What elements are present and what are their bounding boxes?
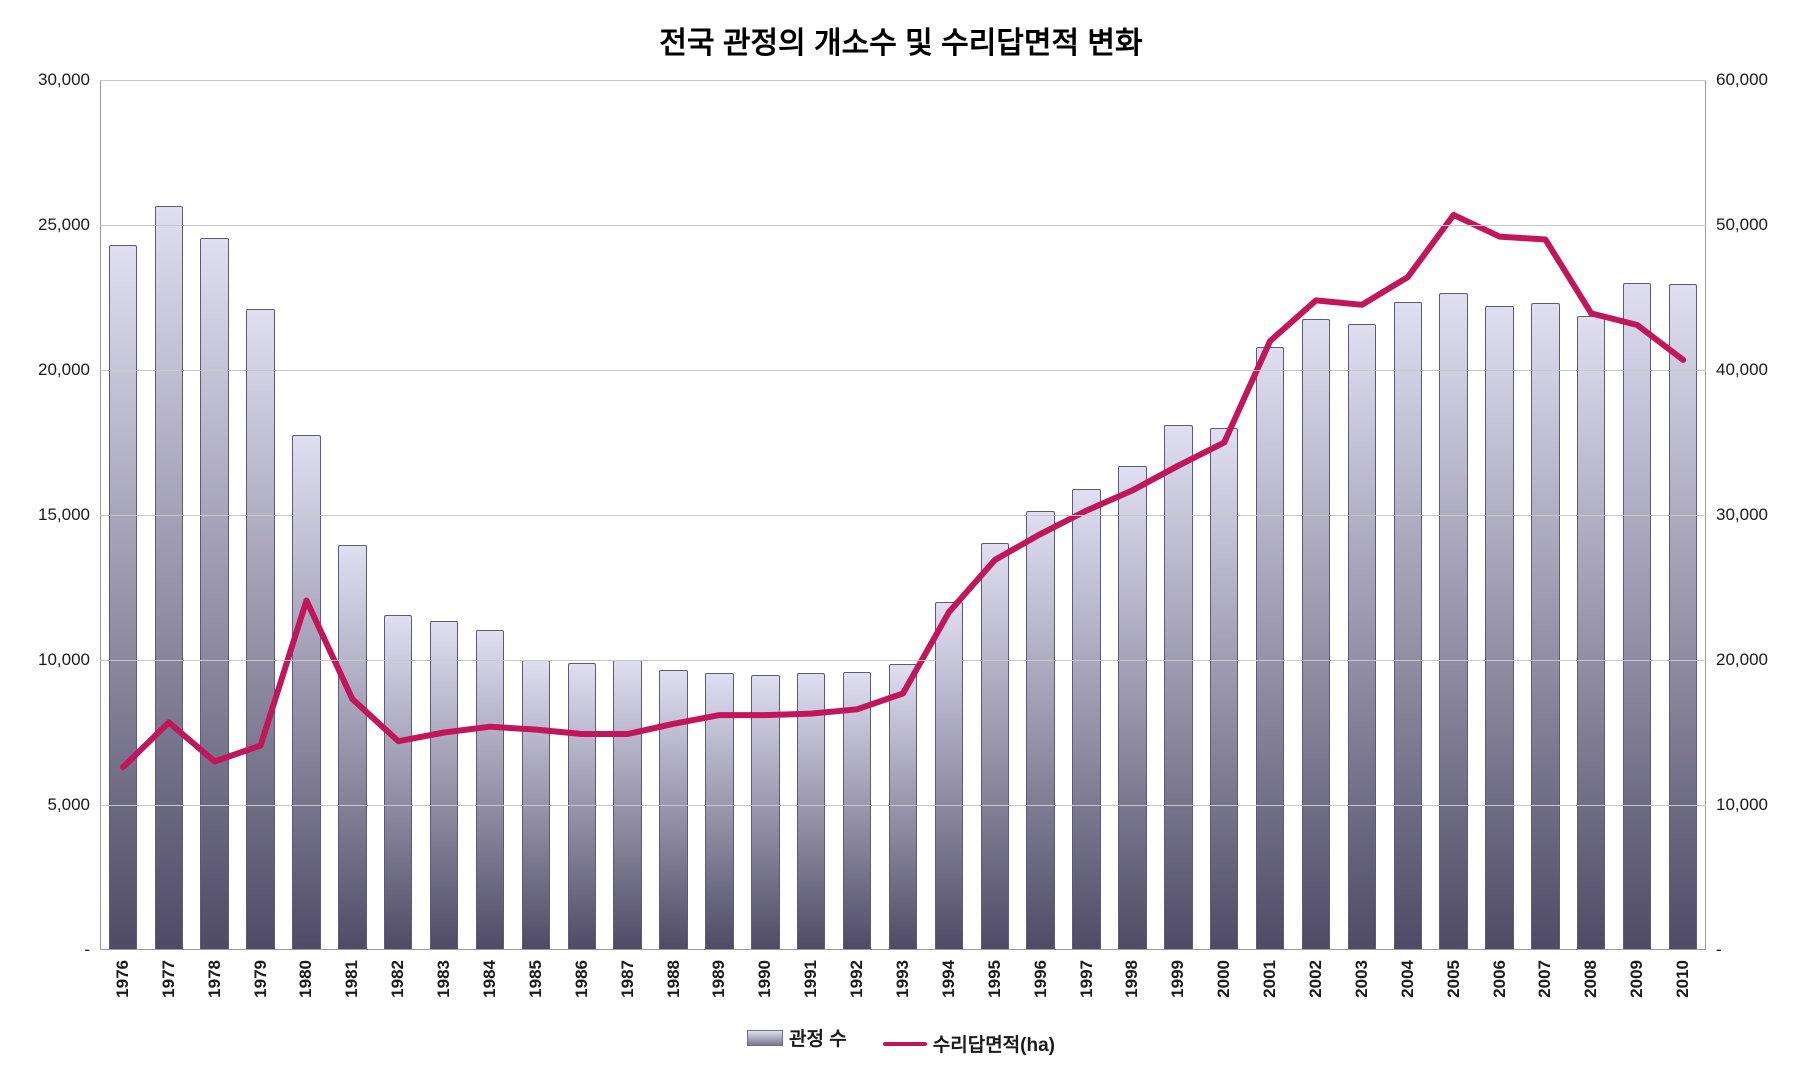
y-right-tick: 60,000 — [1706, 70, 1768, 90]
x-tick-label: 1979 — [251, 960, 271, 998]
x-tick-label: 1999 — [1168, 960, 1188, 998]
x-tick-label: 2007 — [1535, 960, 1555, 998]
x-tick-label: 1983 — [434, 960, 454, 998]
y-left-tick: 15,000 — [38, 505, 100, 525]
x-tick-label: 1998 — [1122, 960, 1142, 998]
gridline — [100, 80, 1706, 81]
x-tick-label: 1982 — [388, 960, 408, 998]
x-tick-label: 1993 — [893, 960, 913, 998]
y-right-tick: 40,000 — [1706, 360, 1768, 380]
x-tick-label: 1994 — [939, 960, 959, 998]
x-tick-label: 1981 — [342, 960, 362, 998]
x-tick-label: 1990 — [755, 960, 775, 998]
legend-swatch-bar — [747, 1030, 783, 1046]
line-series — [123, 215, 1683, 767]
axis-bottom — [100, 949, 1706, 950]
x-tick-label: 1977 — [159, 960, 179, 998]
legend-swatch-line — [883, 1042, 927, 1046]
chart-container: 전국 관정의 개소수 및 수리답면적 변화 --5,00010,00010,00… — [0, 0, 1802, 1079]
x-tick-label: 1995 — [985, 960, 1005, 998]
x-tick-label: 1986 — [572, 960, 592, 998]
legend-label: 관정 수 — [789, 1024, 847, 1051]
y-right-tick: - — [1706, 940, 1722, 960]
x-tick-label: 1992 — [847, 960, 867, 998]
y-right-tick: 50,000 — [1706, 215, 1768, 235]
x-tick-label: 1976 — [113, 960, 133, 998]
x-tick-label: 2001 — [1260, 960, 1280, 998]
x-tick-label: 2003 — [1352, 960, 1372, 998]
x-tick-label: 1984 — [480, 960, 500, 998]
legend-label: 수리답면적(ha) — [933, 1030, 1055, 1057]
x-tick-label: 1980 — [296, 960, 316, 998]
x-tick-label: 1978 — [205, 960, 225, 998]
x-tick-label: 1988 — [664, 960, 684, 998]
legend-item: 수리답면적(ha) — [883, 1030, 1055, 1057]
x-tick-label: 2006 — [1490, 960, 1510, 998]
y-left-tick: 30,000 — [38, 70, 100, 90]
x-tick-label: 1997 — [1077, 960, 1097, 998]
x-tick-label: 2002 — [1306, 960, 1326, 998]
x-tick-label: 1985 — [526, 960, 546, 998]
y-right-tick: 30,000 — [1706, 505, 1768, 525]
y-left-tick: - — [84, 940, 100, 960]
y-left-tick: 20,000 — [38, 360, 100, 380]
plot-area: --5,00010,00010,00020,00015,00030,00020,… — [100, 80, 1706, 950]
y-right-tick: 10,000 — [1706, 795, 1768, 815]
x-tick-label: 2009 — [1627, 960, 1647, 998]
gridline — [100, 805, 1706, 806]
gridline — [100, 515, 1706, 516]
gridline — [100, 225, 1706, 226]
y-left-tick: 5,000 — [47, 795, 100, 815]
x-tick-label: 2000 — [1214, 960, 1234, 998]
y-left-tick: 25,000 — [38, 215, 100, 235]
gridline — [100, 660, 1706, 661]
x-tick-label: 2010 — [1673, 960, 1693, 998]
legend-item: 관정 수 — [747, 1024, 847, 1051]
legend: 관정 수 수리답면적(ha) — [0, 1024, 1802, 1057]
x-tick-label: 1987 — [618, 960, 638, 998]
x-tick-label: 2008 — [1581, 960, 1601, 998]
x-tick-label: 1996 — [1031, 960, 1051, 998]
y-left-tick: 10,000 — [38, 650, 100, 670]
y-right-tick: 20,000 — [1706, 650, 1768, 670]
x-tick-label: 1989 — [709, 960, 729, 998]
x-tick-label: 2005 — [1444, 960, 1464, 998]
x-tick-label: 2004 — [1398, 960, 1418, 998]
gridline — [100, 370, 1706, 371]
x-tick-label: 1991 — [801, 960, 821, 998]
chart-title: 전국 관정의 개소수 및 수리답면적 변화 — [0, 18, 1802, 62]
